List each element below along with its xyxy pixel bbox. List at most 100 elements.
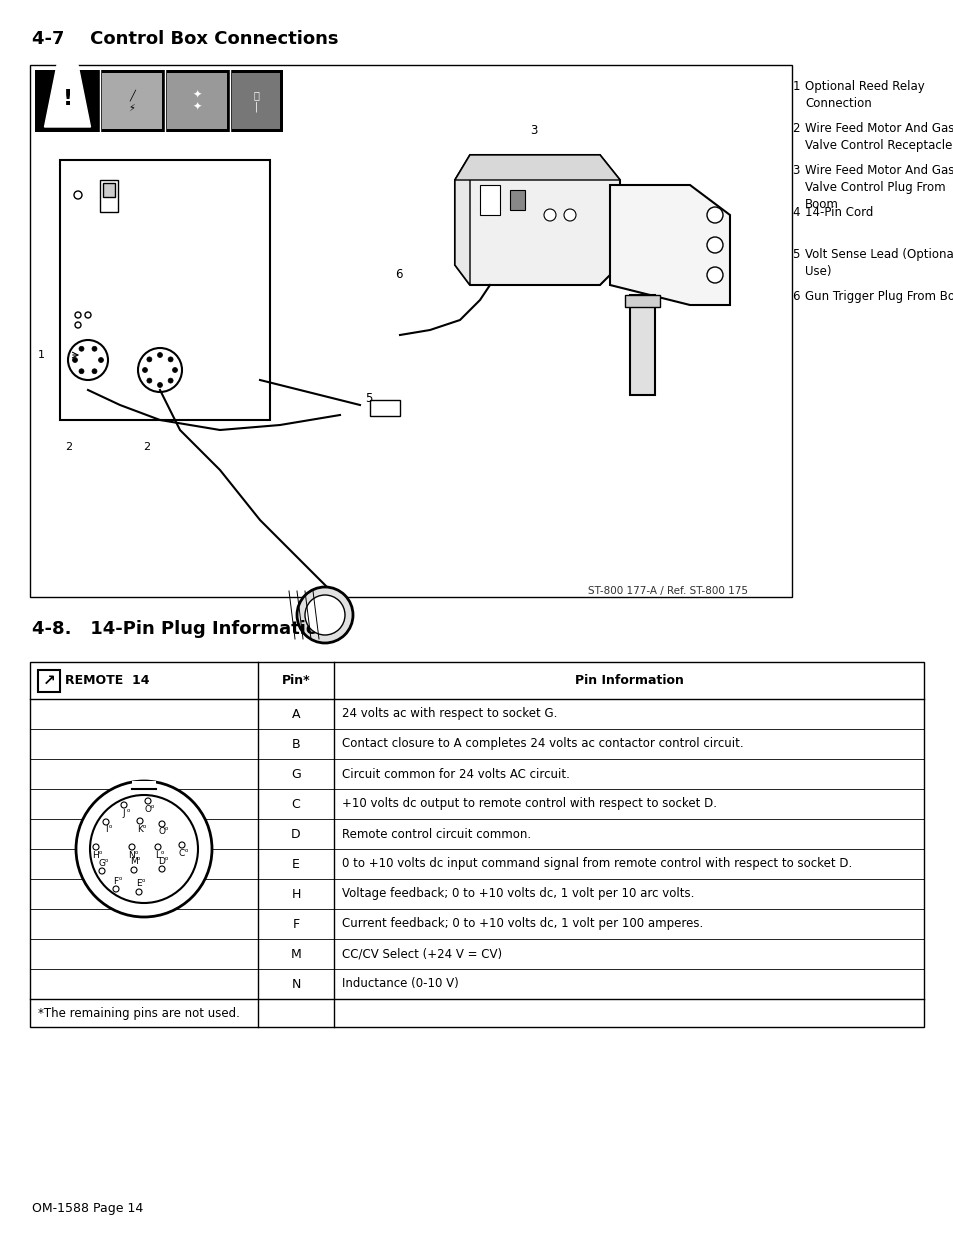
Text: D: D bbox=[291, 827, 300, 841]
Text: o: o bbox=[160, 850, 164, 855]
Circle shape bbox=[296, 587, 353, 643]
Text: H: H bbox=[92, 851, 99, 860]
Text: O: O bbox=[158, 827, 165, 836]
Text: 4: 4 bbox=[792, 206, 800, 219]
Bar bbox=[38, 669, 60, 692]
Circle shape bbox=[179, 842, 185, 848]
Circle shape bbox=[92, 844, 99, 850]
Circle shape bbox=[706, 207, 722, 224]
Text: o: o bbox=[109, 825, 112, 830]
Polygon shape bbox=[45, 14, 91, 127]
Text: J: J bbox=[123, 809, 125, 818]
Text: I: I bbox=[105, 825, 107, 835]
Text: *The remaining pins are not used.: *The remaining pins are not used. bbox=[38, 1007, 239, 1020]
Text: Current feedback; 0 to +10 volts dc, 1 volt per 100 amperes.: Current feedback; 0 to +10 volts dc, 1 v… bbox=[341, 918, 702, 930]
Text: 2: 2 bbox=[65, 442, 72, 452]
Circle shape bbox=[103, 819, 109, 825]
Text: Wire Feed Motor And Gas
Valve Control Receptacle: Wire Feed Motor And Gas Valve Control Re… bbox=[804, 122, 953, 152]
Circle shape bbox=[147, 378, 152, 383]
Text: 2: 2 bbox=[143, 442, 150, 452]
Text: Pin*: Pin* bbox=[281, 674, 310, 687]
Bar bbox=[100, 180, 118, 212]
Text: 6: 6 bbox=[395, 268, 402, 282]
Text: OM-1588 Page 14: OM-1588 Page 14 bbox=[32, 1202, 143, 1215]
Circle shape bbox=[91, 369, 97, 374]
Circle shape bbox=[99, 868, 105, 874]
Text: Gun Trigger Plug From Boom: Gun Trigger Plug From Boom bbox=[804, 290, 953, 303]
Circle shape bbox=[147, 357, 152, 362]
Circle shape bbox=[157, 352, 162, 357]
Text: 2: 2 bbox=[792, 122, 800, 135]
Text: E: E bbox=[136, 879, 142, 888]
Circle shape bbox=[305, 595, 345, 635]
Text: M: M bbox=[291, 947, 301, 961]
Circle shape bbox=[90, 795, 198, 903]
Text: o: o bbox=[151, 804, 153, 809]
Text: o: o bbox=[98, 850, 102, 855]
Bar bbox=[132, 781, 156, 789]
Text: ╱
⚡: ╱ ⚡ bbox=[129, 89, 135, 112]
Circle shape bbox=[129, 844, 135, 850]
Polygon shape bbox=[609, 185, 729, 305]
Text: 3: 3 bbox=[792, 164, 800, 177]
Text: Pin Information: Pin Information bbox=[574, 674, 682, 687]
Bar bbox=[102, 73, 162, 128]
Text: !: ! bbox=[62, 89, 72, 109]
Circle shape bbox=[142, 368, 148, 373]
Text: G: G bbox=[291, 767, 300, 781]
Text: 3: 3 bbox=[530, 124, 537, 137]
Circle shape bbox=[91, 346, 97, 351]
Text: 4: 4 bbox=[314, 599, 322, 611]
Circle shape bbox=[75, 312, 81, 317]
Circle shape bbox=[79, 369, 84, 374]
Circle shape bbox=[168, 378, 172, 383]
Text: ✦
✦: ✦ ✦ bbox=[193, 90, 201, 112]
Text: F: F bbox=[293, 918, 299, 930]
Circle shape bbox=[706, 237, 722, 253]
Text: Optional Reed Relay
Connection: Optional Reed Relay Connection bbox=[804, 80, 923, 110]
Circle shape bbox=[172, 368, 177, 373]
Circle shape bbox=[137, 818, 143, 824]
Bar bbox=[232, 73, 280, 128]
Text: N: N bbox=[291, 977, 300, 990]
Circle shape bbox=[75, 322, 81, 329]
Text: C: C bbox=[292, 798, 300, 810]
Text: Circuit common for 24 volts AC circuit.: Circuit common for 24 volts AC circuit. bbox=[341, 767, 569, 781]
Text: ↗: ↗ bbox=[43, 673, 55, 688]
Text: o: o bbox=[126, 808, 130, 813]
Bar bbox=[35, 70, 283, 132]
Text: 🔵
|: 🔵 | bbox=[253, 90, 258, 112]
Text: Voltage feedback; 0 to +10 volts dc, 1 volt per 10 arc volts.: Voltage feedback; 0 to +10 volts dc, 1 v… bbox=[341, 888, 694, 900]
Circle shape bbox=[159, 866, 165, 872]
Text: +10 volts dc output to remote control with respect to socket D.: +10 volts dc output to remote control wi… bbox=[341, 798, 717, 810]
Circle shape bbox=[131, 867, 137, 873]
Circle shape bbox=[168, 357, 172, 362]
Text: Volt Sense Lead (Optional
Use): Volt Sense Lead (Optional Use) bbox=[804, 248, 953, 278]
Text: 6: 6 bbox=[792, 290, 800, 303]
Bar bbox=[103, 183, 115, 198]
Circle shape bbox=[112, 885, 119, 892]
Text: G: G bbox=[98, 858, 106, 867]
Circle shape bbox=[68, 340, 108, 380]
Bar bbox=[624, 295, 659, 308]
Bar bbox=[370, 400, 399, 416]
Text: o: o bbox=[184, 847, 188, 852]
Text: o: o bbox=[164, 826, 168, 831]
Circle shape bbox=[154, 844, 161, 850]
Bar bbox=[30, 65, 791, 597]
Polygon shape bbox=[455, 156, 619, 285]
Text: CC/CV Select (+24 V = CV): CC/CV Select (+24 V = CV) bbox=[341, 947, 501, 961]
Text: 24 volts ac with respect to socket G.: 24 volts ac with respect to socket G. bbox=[341, 708, 557, 720]
Text: C: C bbox=[178, 848, 185, 857]
Text: A: A bbox=[292, 708, 300, 720]
Circle shape bbox=[85, 312, 91, 317]
Circle shape bbox=[543, 209, 556, 221]
Text: Contact closure to A completes 24 volts ac contactor control circuit.: Contact closure to A completes 24 volts … bbox=[341, 737, 742, 751]
Circle shape bbox=[706, 267, 722, 283]
Text: o: o bbox=[104, 857, 108, 862]
Circle shape bbox=[563, 209, 576, 221]
Text: 14-Pin Cord: 14-Pin Cord bbox=[804, 206, 872, 219]
Text: o: o bbox=[164, 856, 168, 861]
Circle shape bbox=[145, 798, 151, 804]
Polygon shape bbox=[455, 156, 619, 180]
